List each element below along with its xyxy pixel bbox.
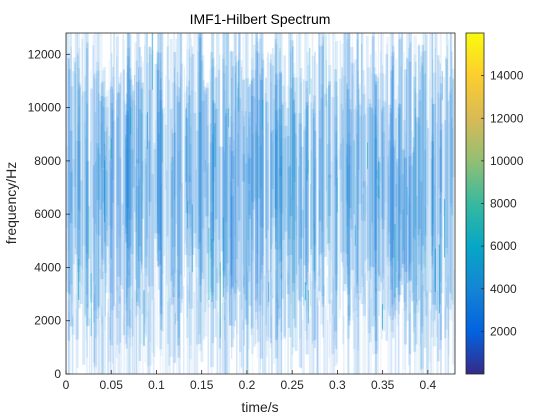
y-axis-label: frequency/Hz bbox=[3, 162, 19, 244]
colorbar-ticks: 2000 4000 6000 8000 10000 12000 14000 bbox=[481, 69, 524, 338]
plot-area-border bbox=[65, 32, 456, 375]
y-tick-label: 0 bbox=[54, 367, 61, 381]
x-tick-label: 0.05 bbox=[100, 378, 124, 392]
x-axis-label: time/s bbox=[241, 399, 278, 415]
x-tick-label: 0.4 bbox=[420, 378, 437, 392]
y-tick-label: 4000 bbox=[34, 260, 61, 274]
x-tick-label: 0.25 bbox=[280, 378, 304, 392]
y-tick-label: 8000 bbox=[34, 154, 61, 168]
x-tick-label: 0.3 bbox=[329, 378, 346, 392]
x-tick-label: 0.35 bbox=[371, 378, 395, 392]
y-tick-label: 10000 bbox=[28, 101, 62, 115]
x-tick-label: 0 bbox=[63, 378, 70, 392]
x-tick-label: 0.15 bbox=[190, 378, 214, 392]
x-tick-label: 0.2 bbox=[239, 378, 256, 392]
y-tick-label: 2000 bbox=[34, 314, 61, 328]
colorbar-tick-label: 8000 bbox=[490, 197, 517, 211]
x-axis-ticks: 0 0.05 0.1 0.15 0.2 0.25 0.3 0.35 0.4 bbox=[63, 370, 437, 392]
colorbar-tick-label: 2000 bbox=[490, 324, 517, 338]
plot-area-background bbox=[66, 33, 455, 374]
y-tick-label: 6000 bbox=[34, 207, 61, 221]
spectrum-streaks bbox=[66, 33, 455, 374]
colorbar-tick-label: 12000 bbox=[490, 111, 524, 125]
colorbar-tick-label: 4000 bbox=[490, 282, 517, 296]
y-axis-ticks: 0 2000 4000 6000 8000 10000 12000 bbox=[28, 47, 70, 381]
x-tick-label: 0.1 bbox=[148, 378, 165, 392]
colorbar-tick-label: 14000 bbox=[490, 69, 524, 83]
chart-title: IMF1-Hilbert Spectrum bbox=[190, 11, 331, 27]
y-tick-label: 12000 bbox=[28, 47, 62, 61]
colorbar-tick-label: 6000 bbox=[490, 239, 517, 253]
colorbar-tick-label: 10000 bbox=[490, 154, 524, 168]
